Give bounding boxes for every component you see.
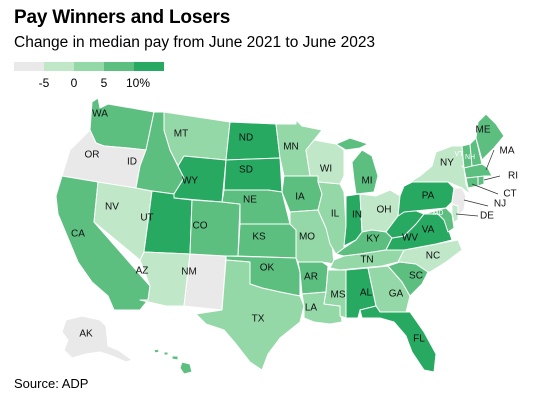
- label-ms: MS: [331, 290, 346, 301]
- label-ct: CT: [503, 189, 516, 200]
- label-tx: TX: [252, 314, 265, 325]
- state-hi-1[interactable]: [153, 348, 160, 354]
- leader-nj: [463, 199, 489, 207]
- label-pa: PA: [422, 191, 435, 202]
- leader-ri: [483, 175, 501, 181]
- label-va: VA: [422, 225, 435, 236]
- legend-tick-0: 0: [70, 76, 78, 90]
- label-oh: OH: [377, 205, 392, 216]
- label-nc: NC: [426, 251, 440, 262]
- state-ca[interactable]: [55, 175, 151, 311]
- legend-tick-5: 5: [100, 76, 108, 90]
- legend-swatch-1: [14, 62, 44, 71]
- leader-ma: [485, 149, 495, 171]
- legend-swatch-2: [44, 62, 74, 71]
- label-co: CO: [193, 221, 208, 232]
- label-tn: TN: [360, 255, 373, 266]
- label-nd: ND: [239, 133, 253, 144]
- label-az: AZ: [136, 266, 149, 277]
- state-ri[interactable]: [477, 175, 485, 187]
- state-hi-group: [153, 348, 193, 375]
- label-leaders: [455, 149, 501, 217]
- label-wi: WI: [320, 164, 332, 175]
- label-al: AL: [360, 288, 373, 299]
- state-labels: WA OR CA NV ID MT WY UT AZ NM CO ND SD N…: [71, 109, 518, 345]
- label-in: IN: [352, 210, 362, 221]
- label-sd: SD: [239, 165, 253, 176]
- legend-swatch-4: [104, 62, 134, 71]
- label-ok: OK: [260, 263, 275, 274]
- label-ri: RI: [508, 171, 518, 182]
- state-fl[interactable]: [359, 305, 437, 373]
- state-ks[interactable]: [237, 223, 297, 259]
- label-fl: FL: [413, 334, 425, 345]
- label-mt: MT: [174, 129, 188, 140]
- state-md[interactable]: [423, 207, 455, 233]
- label-sc: SC: [409, 271, 423, 282]
- label-ga: GA: [389, 289, 404, 300]
- legend-swatch-5: [134, 62, 164, 71]
- label-or: OR: [85, 150, 100, 161]
- label-mi: MI: [361, 176, 372, 187]
- state-ak[interactable]: [61, 315, 133, 363]
- label-wa: WA: [92, 109, 108, 120]
- label-id: ID: [127, 157, 137, 168]
- state-wa[interactable]: [89, 97, 155, 151]
- label-la: LA: [305, 303, 318, 314]
- leader-ct: [471, 183, 499, 195]
- label-wy: WY: [182, 176, 198, 187]
- state-hi-3[interactable]: [171, 355, 179, 361]
- source-note: Source: ADP: [14, 376, 89, 391]
- legend-tick-minus5: -5: [38, 76, 50, 90]
- leader-de: [455, 213, 479, 217]
- state-tx[interactable]: [195, 259, 305, 371]
- label-nh: NH: [465, 154, 475, 161]
- chart-subtitle: Change in median pay from June 2021 to J…: [14, 34, 376, 51]
- state-wi[interactable]: [305, 139, 345, 185]
- state-ma[interactable]: [461, 163, 493, 179]
- label-wv: WV: [402, 233, 418, 244]
- label-ky: KY: [366, 234, 380, 245]
- label-mn: MN: [283, 142, 299, 153]
- label-ar: AR: [304, 272, 318, 283]
- state-nj[interactable]: [451, 187, 467, 217]
- label-vt: VT: [455, 151, 465, 158]
- label-nj: NJ: [494, 199, 506, 210]
- state-mi[interactable]: [335, 137, 379, 195]
- label-nm: NM: [181, 267, 197, 278]
- legend-tick-10: 10%: [125, 76, 151, 90]
- label-ne: NE: [243, 195, 257, 206]
- label-de: DE: [480, 211, 494, 222]
- label-ks: KS: [252, 232, 266, 243]
- state-az[interactable]: [139, 251, 191, 307]
- label-ut: UT: [140, 213, 153, 224]
- state-hi-4[interactable]: [179, 361, 193, 375]
- state-ms[interactable]: [323, 269, 347, 319]
- state-hi-2[interactable]: [163, 351, 169, 356]
- label-ak: AK: [79, 329, 93, 340]
- state-nh[interactable]: [469, 137, 483, 167]
- label-nv: NV: [105, 202, 119, 213]
- label-ma: MA: [500, 146, 515, 157]
- chart-title: Pay Winners and Losers: [14, 7, 231, 28]
- us-states-map: WA OR CA NV ID MT WY UT AZ NM CO ND SD N…: [55, 97, 518, 375]
- state-de[interactable]: [451, 203, 459, 223]
- state-me[interactable]: [475, 113, 505, 161]
- legend-swatch-3: [74, 62, 104, 71]
- color-legend: -5 0 5 10%: [14, 62, 164, 92]
- label-md: MD: [433, 210, 444, 217]
- state-sd[interactable]: [223, 157, 283, 193]
- label-mo: MO: [299, 232, 315, 243]
- state-nm[interactable]: [183, 253, 227, 311]
- label-me: ME: [476, 125, 491, 136]
- label-ny: NY: [440, 158, 454, 169]
- label-il: IL: [331, 209, 340, 220]
- label-ia: IA: [295, 192, 305, 203]
- label-ca: CA: [71, 229, 85, 240]
